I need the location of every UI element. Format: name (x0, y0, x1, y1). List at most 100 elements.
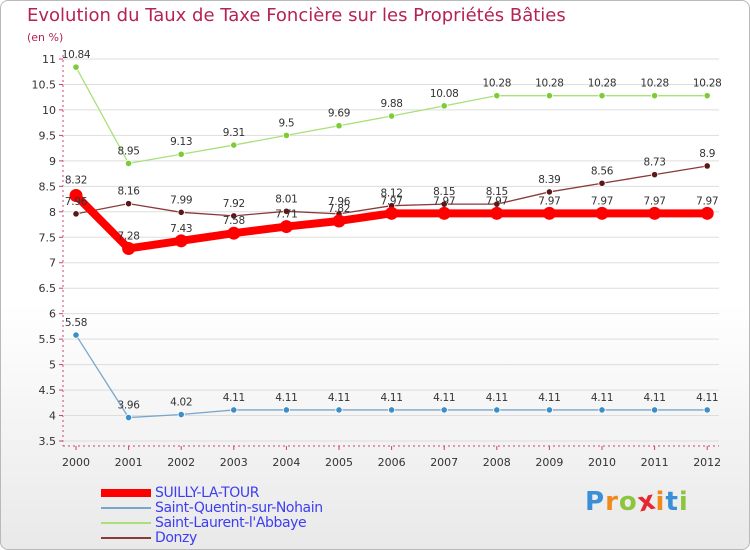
y-tick-label: 9.5 (39, 129, 57, 142)
x-tick-label: 2008 (483, 456, 511, 469)
series-point-1 (650, 406, 659, 414)
logo-letter: r (605, 487, 619, 517)
data-label-0: 7.97 (591, 195, 613, 207)
series-point-2 (230, 141, 238, 149)
data-label-0: 7.97 (644, 195, 666, 207)
series-point-3 (598, 179, 606, 187)
series-point-0 (69, 189, 83, 203)
data-label-3: 7.92 (223, 198, 245, 210)
x-tick-label: 2007 (430, 456, 458, 469)
data-label-3: 8.15 (486, 186, 508, 198)
data-label-2: 10.08 (430, 88, 459, 100)
data-label-3: 8.15 (433, 186, 455, 198)
data-label-3: 7.96 (65, 196, 88, 208)
data-label-1: 4.11 (486, 392, 508, 404)
series-point-1 (72, 331, 80, 339)
series-point-3 (177, 208, 185, 216)
data-label-1: 3.96 (118, 400, 141, 412)
y-tick-label: 9 (49, 155, 56, 168)
data-label-3: 8.16 (118, 186, 141, 198)
series-point-2 (703, 92, 711, 100)
series-point-2 (335, 122, 343, 130)
data-label-0: 7.97 (486, 195, 508, 207)
data-label-1: 4.11 (644, 392, 666, 404)
series-point-0 (595, 206, 609, 220)
data-label-0: 7.71 (275, 209, 297, 221)
series-point-0 (437, 206, 451, 220)
x-tick-label: 2003 (220, 456, 248, 469)
data-label-1: 4.11 (328, 392, 350, 404)
logo-letter: i (678, 487, 689, 517)
data-label-2: 10.28 (483, 78, 512, 90)
data-label-1: 4.11 (381, 392, 403, 404)
legend: SUILLY-LA-TOUR Saint-Quentin-sur-Nohain Sa… (101, 485, 323, 545)
series-point-0 (490, 206, 504, 220)
series-point-1 (335, 406, 343, 414)
series-point-1 (703, 406, 711, 414)
y-tick-label: 4.5 (39, 384, 57, 397)
series-point-1 (598, 406, 606, 414)
x-tick-label: 2002 (167, 456, 195, 469)
series-point-2 (493, 92, 501, 100)
series-point-2 (282, 131, 290, 139)
data-label-1: 4.11 (696, 392, 718, 404)
series-point-1 (440, 406, 448, 414)
data-label-2: 9.5 (278, 117, 294, 129)
series-point-2 (177, 150, 185, 158)
data-label-1: 4.11 (591, 392, 613, 404)
y-tick-label: 6 (49, 308, 56, 321)
data-label-2: 9.69 (328, 108, 350, 120)
legend-item: Saint-Quentin-sur-Nohain (101, 500, 323, 515)
data-labels: 8.32 7.28 7.43 7.58 7.71 7.82 7.97 7.97 7.97 7.97… (62, 49, 722, 411)
legend-item: Saint-Laurent-l'Abbaye (101, 515, 323, 530)
data-label-3: 8.39 (538, 174, 560, 186)
legend-label: SUILLY-LA-TOUR (155, 484, 260, 501)
logo-letter: o (618, 487, 638, 517)
y-tick-label: 10 (42, 104, 56, 117)
proxiti-logo: Proxiti (585, 485, 689, 518)
series-point-2 (440, 102, 448, 110)
data-label-2: 10.84 (62, 49, 91, 61)
legend-item: SUILLY-LA-TOUR (101, 485, 323, 500)
x-tick-label: 2010 (588, 456, 616, 469)
legend-swatch (101, 537, 151, 540)
data-label-0: 7.58 (223, 215, 245, 227)
series-point-3 (125, 200, 133, 208)
series-point-2 (387, 112, 396, 120)
series-point-0 (542, 206, 556, 220)
series-point-3 (650, 171, 659, 179)
data-label-1: 5.58 (65, 317, 87, 329)
data-label-2: 10.28 (640, 78, 669, 90)
data-label-1: 4.11 (223, 392, 245, 404)
data-label-3: 7.96 (328, 196, 351, 208)
logo-letter: P (585, 487, 606, 517)
data-label-1: 4.02 (170, 397, 192, 409)
data-label-3: 7.99 (170, 194, 192, 206)
series-point-3 (545, 188, 554, 196)
series-point-0 (332, 214, 346, 228)
data-label-2: 10.28 (588, 78, 617, 90)
legend-label: Saint-Quentin-sur-Nohain (155, 499, 323, 516)
data-label-0: 7.97 (381, 195, 403, 207)
x-tick-label: 2006 (378, 456, 406, 469)
x-tick-label: 2011 (641, 456, 669, 469)
series-layer (69, 63, 714, 422)
y-tick-label: 10.5 (32, 78, 57, 91)
x-tick-label: 2012 (693, 456, 721, 469)
data-label-0: 7.43 (170, 223, 192, 235)
data-label-2: 10.28 (535, 78, 564, 90)
x-tick-label: 2000 (62, 456, 90, 469)
series-point-0 (648, 206, 662, 220)
data-label-3: 8.12 (381, 188, 403, 200)
series-point-3 (230, 212, 238, 220)
y-tick-label: 4 (49, 410, 56, 423)
y-tick-label: 11 (42, 53, 56, 66)
x-tick-label: 2001 (115, 456, 143, 469)
unit-label: (en %) (27, 31, 64, 44)
data-label-2: 9.31 (223, 127, 245, 139)
data-label-0: 7.28 (118, 230, 140, 242)
data-label-0: 7.97 (696, 195, 718, 207)
data-label-1: 4.11 (538, 392, 560, 404)
